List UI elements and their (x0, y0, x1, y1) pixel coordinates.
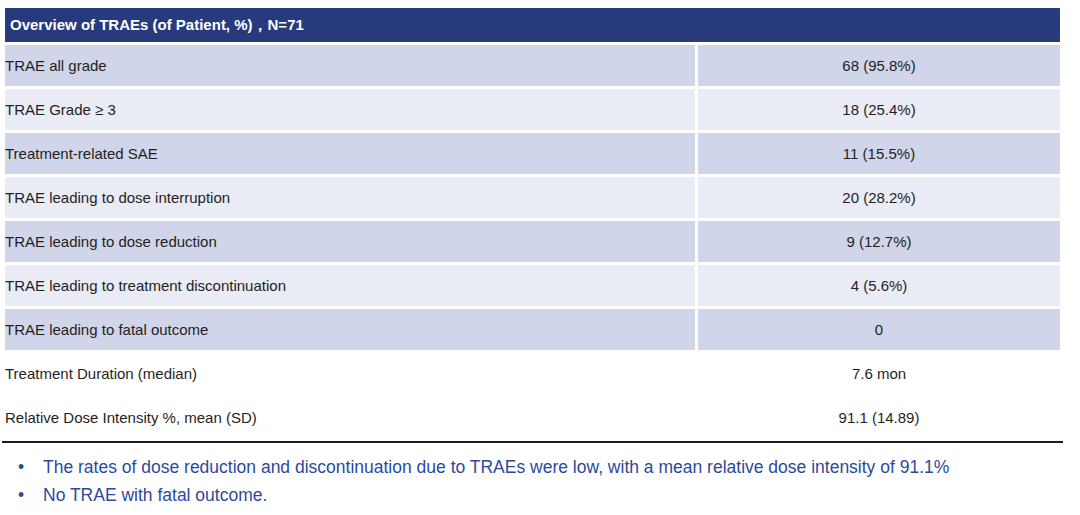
table-row: TRAE leading to treatment discontinuatio… (5, 265, 1060, 306)
table-title: Overview of TRAEs (of Patient, %)，N=71 (5, 8, 1060, 42)
row-value: 68 (95.8%) (698, 45, 1060, 86)
table-header-row: Overview of TRAEs (of Patient, %)，N=71 (5, 8, 1060, 42)
row-value: 0 (698, 309, 1060, 350)
row-label: TRAE all grade (5, 45, 695, 86)
row-value: 18 (25.4%) (698, 89, 1060, 130)
table-row: TRAE leading to dose interruption 20 (28… (5, 177, 1060, 218)
row-value: 11 (15.5%) (698, 133, 1060, 174)
row-value: 20 (28.2%) (698, 177, 1060, 218)
note-item: • No TRAE with fatal outcome. (18, 481, 1080, 509)
row-label: TRAE leading to treatment discontinuatio… (5, 265, 695, 306)
trae-overview-table: Overview of TRAEs (of Patient, %)，N=71 T… (2, 5, 1063, 443)
bullet-icon: • (18, 453, 24, 481)
footnotes-list: • The rates of dose reduction and discon… (18, 453, 1080, 509)
row-value: 9 (12.7%) (698, 221, 1060, 262)
row-value: 7.6 mon (698, 353, 1060, 394)
table-row: TRAE leading to fatal outcome 0 (5, 309, 1060, 350)
slide-canvas: Overview of TRAEs (of Patient, %)，N=71 T… (0, 5, 1080, 515)
table-row: TRAE Grade ≥ 3 18 (25.4%) (5, 89, 1060, 130)
table-row: Treatment-related SAE 11 (15.5%) (5, 133, 1060, 174)
table-row: Treatment Duration (median) 7.6 mon (5, 353, 1060, 394)
row-label: TRAE leading to dose reduction (5, 221, 695, 262)
row-label: TRAE leading to dose interruption (5, 177, 695, 218)
table-row: TRAE leading to dose reduction 9 (12.7%) (5, 221, 1060, 262)
row-value: 91.1 (14.89) (698, 397, 1060, 438)
bullet-icon: • (18, 481, 24, 509)
note-text: No TRAE with fatal outcome. (43, 485, 267, 505)
table-row: Relative Dose Intensity %, mean (SD) 91.… (5, 397, 1060, 438)
note-item: • The rates of dose reduction and discon… (18, 453, 1080, 481)
table-row: TRAE all grade 68 (95.8%) (5, 45, 1060, 86)
row-value: 4 (5.6%) (698, 265, 1060, 306)
row-label: TRAE Grade ≥ 3 (5, 89, 695, 130)
note-text: The rates of dose reduction and disconti… (43, 457, 949, 477)
row-label: Relative Dose Intensity %, mean (SD) (5, 397, 695, 438)
row-label: Treatment-related SAE (5, 133, 695, 174)
row-label: Treatment Duration (median) (5, 353, 695, 394)
row-label: TRAE leading to fatal outcome (5, 309, 695, 350)
